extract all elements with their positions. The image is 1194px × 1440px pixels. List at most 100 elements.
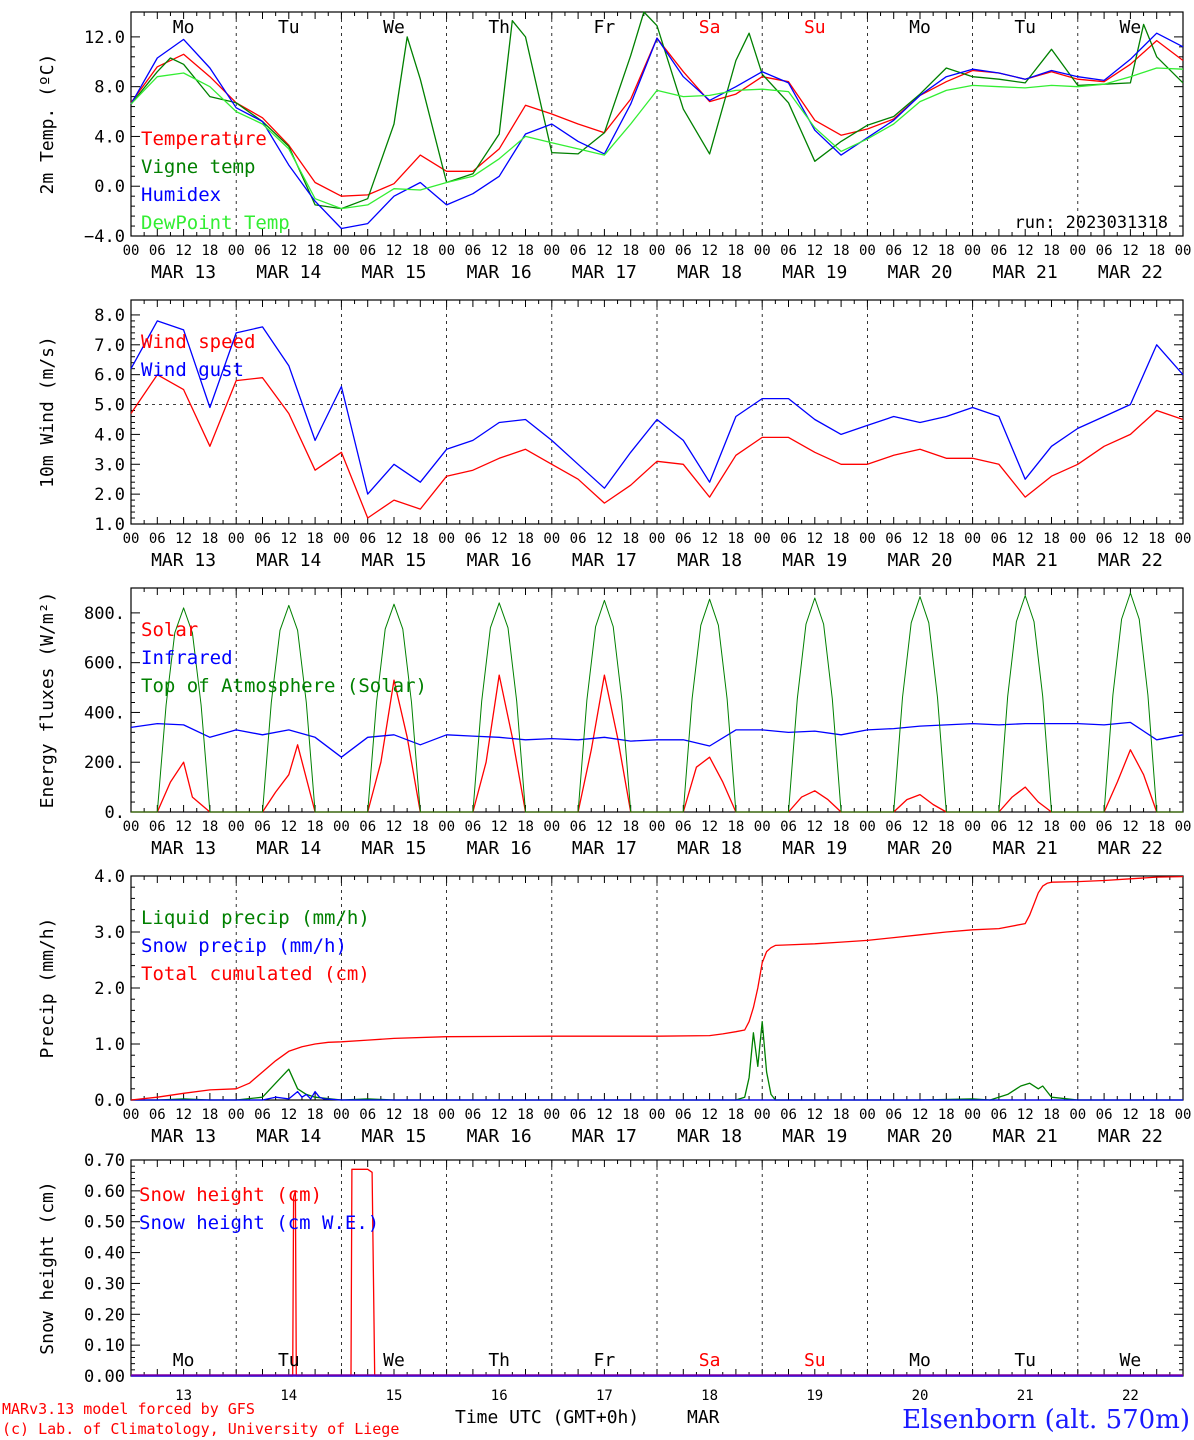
hour-tick-label: 18 <box>517 1107 534 1123</box>
hour-tick-label: 18 <box>1148 531 1165 547</box>
day-number-label: 20 <box>912 1388 929 1404</box>
hour-tick-label: 18 <box>938 819 955 835</box>
hour-tick-label: 12 <box>596 1107 613 1123</box>
chart-panels: −4.0 0.0 4.0 8.0 12.0 2m Temp. (ºC) Temperatur… <box>37 11 1192 1404</box>
hour-tick-label: 00 <box>333 819 350 835</box>
hour-tick-label: 12 <box>386 1107 403 1123</box>
hour-tick-label: 00 <box>228 243 245 259</box>
hour-tick-label: 12 <box>386 243 403 259</box>
date-label: MAR 21 <box>993 838 1058 859</box>
series-line-humidex <box>130 32 1184 230</box>
day-label: Th <box>488 1350 510 1371</box>
hour-tick-label: 18 <box>307 531 324 547</box>
hour-tick-label: 12 <box>806 819 823 835</box>
hour-tick-label: 18 <box>1043 1107 1060 1123</box>
day-number-label: 13 <box>175 1388 192 1404</box>
panel-temp: −4.0 0.0 4.0 8.0 12.0 2m Temp. (ºC) Temperatur… <box>37 11 1191 283</box>
date-label: MAR 15 <box>361 550 426 571</box>
day-number-label: 21 <box>1017 1388 1034 1404</box>
hour-tick-label: 00 <box>1175 819 1192 835</box>
day-label: Sa <box>699 17 721 38</box>
hour-tick-label: 06 <box>570 531 587 547</box>
hour-tick-label: 18 <box>1043 531 1060 547</box>
date-label: MAR 20 <box>887 1126 952 1147</box>
y-tick-label: 400. <box>84 703 125 723</box>
date-label: MAR 21 <box>993 1126 1058 1147</box>
hour-tick-label: 12 <box>491 1107 508 1123</box>
hour-tick-label: 12 <box>386 531 403 547</box>
hour-tick-label: 18 <box>1148 243 1165 259</box>
hour-tick-label: 12 <box>701 531 718 547</box>
hour-tick-label: 18 <box>938 1107 955 1123</box>
series-line-vigne-temp <box>130 11 1184 210</box>
y-tick-label: 2.0 <box>94 485 125 505</box>
date-label: MAR 17 <box>572 1126 637 1147</box>
hour-tick-label: 06 <box>675 531 692 547</box>
day-label: Mo <box>173 17 195 38</box>
hour-tick-label: 06 <box>780 531 797 547</box>
legend-entry: Vigne temp <box>141 156 255 178</box>
hour-tick-label: 12 <box>701 1107 718 1123</box>
hour-tick-label: 12 <box>280 819 297 835</box>
date-label: MAR 14 <box>256 1126 321 1147</box>
y-axis-label: Snow height (cm) <box>37 1181 58 1354</box>
hour-tick-label: 00 <box>649 1107 666 1123</box>
hour-tick-label: 06 <box>464 243 481 259</box>
date-label: MAR 14 <box>256 838 321 859</box>
series-line-dewpoint-temp <box>130 67 1184 210</box>
hour-tick-label: 06 <box>149 819 166 835</box>
panel-energy: 0. 200. 400. 600. 800. Energy fluxes (W/m²) So… <box>37 587 1192 859</box>
hour-tick-label: 12 <box>280 1107 297 1123</box>
date-label: MAR 19 <box>782 262 847 283</box>
hour-tick-label: 00 <box>438 243 455 259</box>
hour-tick-label: 12 <box>701 819 718 835</box>
hour-tick-label: 12 <box>596 531 613 547</box>
hour-tick-label: 00 <box>543 531 560 547</box>
date-label: MAR 17 <box>572 838 637 859</box>
day-label: We <box>383 1350 405 1371</box>
day-label: Su <box>804 1350 826 1371</box>
hour-tick-label: 12 <box>175 1107 192 1123</box>
hour-tick-label: 12 <box>912 243 929 259</box>
hour-tick-label: 18 <box>517 243 534 259</box>
date-label: MAR 16 <box>467 838 532 859</box>
series-line-wind-gust <box>130 320 1184 495</box>
hour-tick-label: 12 <box>1017 1107 1034 1123</box>
hour-tick-label: 00 <box>754 531 771 547</box>
y-tick-label: 4.0 <box>94 867 125 887</box>
legend-entry: Wind gust <box>141 359 244 381</box>
date-label: MAR 22 <box>1098 550 1163 571</box>
day-label: Fr <box>594 17 616 38</box>
y-tick-label: 1.0 <box>94 1035 125 1055</box>
hour-tick-label: 00 <box>123 1107 140 1123</box>
hour-tick-label: 12 <box>596 243 613 259</box>
date-label: MAR 15 <box>361 262 426 283</box>
date-label: MAR 16 <box>467 262 532 283</box>
date-label: MAR 14 <box>256 550 321 571</box>
hour-tick-label: 18 <box>307 819 324 835</box>
hour-tick-label: 18 <box>727 531 744 547</box>
hour-tick-label: 12 <box>806 243 823 259</box>
date-label: MAR 18 <box>677 1126 742 1147</box>
date-label: MAR 20 <box>887 550 952 571</box>
hour-tick-label: 06 <box>464 1107 481 1123</box>
hour-tick-label: 18 <box>201 1107 218 1123</box>
hour-tick-label: 00 <box>228 531 245 547</box>
y-axis-label: Precip (mm/h) <box>37 918 58 1059</box>
y-tick-label: 800. <box>84 604 125 624</box>
hour-tick-label: 18 <box>622 1107 639 1123</box>
date-label: MAR 15 <box>361 838 426 859</box>
date-label: MAR 15 <box>361 1126 426 1147</box>
date-label: MAR 21 <box>993 550 1058 571</box>
hour-tick-label: 18 <box>833 1107 850 1123</box>
hour-tick-label: 06 <box>254 531 271 547</box>
y-tick-label: 7.0 <box>94 336 125 356</box>
hour-tick-label: 18 <box>727 1107 744 1123</box>
date-label: MAR 13 <box>151 1126 216 1147</box>
hour-tick-label: 00 <box>859 1107 876 1123</box>
y-tick-label: 0.0 <box>94 1091 125 1111</box>
hour-tick-label: 12 <box>806 531 823 547</box>
date-label: MAR 22 <box>1098 1126 1163 1147</box>
hour-tick-label: 18 <box>938 531 955 547</box>
day-number-label: 19 <box>806 1388 823 1404</box>
